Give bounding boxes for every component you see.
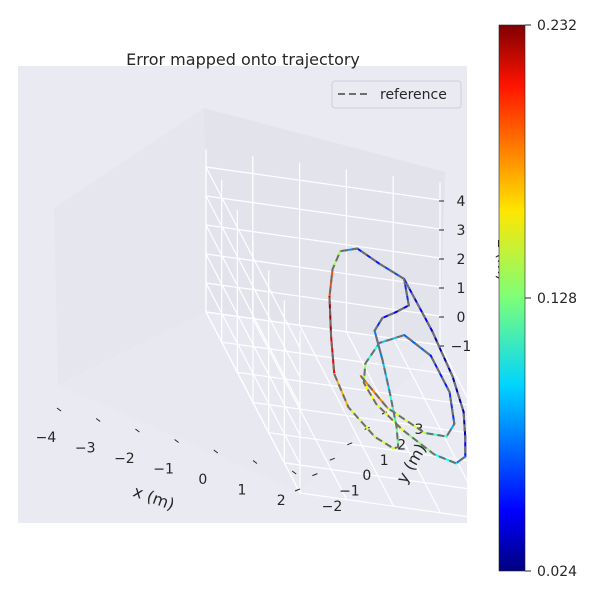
tick-mark (56, 407, 62, 412)
grid-line-y-floor (392, 338, 488, 520)
grid-line-z-back (205, 224, 301, 407)
z-tick-label: 1 (457, 281, 466, 297)
colorbar-tick-label: 0.232 (537, 18, 577, 34)
chart-title: Error mapped onto trajectory (126, 50, 360, 69)
grid-line-z-left (205, 195, 441, 230)
grid-line-x-floor (221, 341, 456, 376)
colorbar: 0.024 0.128 0.232 (498, 18, 577, 580)
y-tick-label: 1 (380, 453, 389, 469)
grid-line-z-back (205, 282, 301, 465)
colorbar-gradient (498, 24, 526, 572)
legend: reference (331, 80, 462, 109)
legend-label-reference: reference (380, 87, 447, 103)
colorbar-ticks: 0.024 0.128 0.232 (525, 18, 577, 580)
y-tick-label: −1 (339, 484, 360, 500)
grid-line-x-floor (237, 371, 472, 406)
grid-line-x-floor (299, 492, 535, 527)
z-tick-label: 2 (457, 252, 466, 268)
x-tick-label: −2 (114, 451, 135, 467)
tick-mark (347, 442, 353, 446)
x-tick-label: 2 (277, 493, 286, 509)
y-tick-label: −2 (322, 499, 343, 515)
grid-lines (205, 149, 535, 527)
pane-left (54, 108, 206, 385)
z-tick-label: 3 (457, 223, 466, 239)
tick-mark (291, 470, 297, 475)
x-tick-label: −1 (153, 462, 174, 478)
grid-line-y-floor (299, 324, 395, 507)
z-tick-label: 4 (457, 194, 466, 210)
tick-mark (213, 449, 219, 454)
z-tick-label: −1 (451, 339, 472, 355)
grid-line-x-floor (252, 401, 488, 437)
tick-mark (294, 488, 301, 492)
z-tick-label: 0 (457, 310, 466, 326)
grid-line-z-back (205, 311, 301, 494)
y-tick-label: 2 (397, 437, 406, 453)
trajectory-segment (381, 358, 392, 397)
grid-line-z-left (205, 253, 441, 288)
pane-back (204, 108, 445, 345)
grid-line-z-left (205, 224, 441, 259)
x-tick-label: −4 (36, 430, 57, 446)
tick-mark (252, 460, 258, 464)
trajectory-lines (328, 247, 467, 465)
x-tick-label: 1 (238, 483, 247, 499)
grid-line-z-left (205, 166, 441, 201)
grid-line-z-back (205, 253, 301, 436)
x-tick-label: 0 (198, 472, 207, 488)
x-tick-label: −3 (75, 441, 96, 457)
legend-box (331, 80, 462, 109)
grid-line-x-floor (268, 432, 503, 467)
pane-floor (58, 312, 440, 492)
tick-mark (312, 473, 318, 477)
grid-line-z-back (205, 195, 301, 378)
tick-mark (135, 428, 140, 433)
reference-trajectory (328, 247, 467, 465)
colorbar-tick-label: 0.128 (537, 291, 577, 307)
colorbar-tick-label: 0.024 (537, 564, 577, 580)
grid-line-y-floor (345, 331, 441, 514)
grid-line-z-back (205, 166, 301, 349)
tick-mark (329, 457, 335, 461)
y-tick-label: 0 (362, 468, 371, 484)
grid-line-z-left (205, 311, 441, 346)
grid-line-x-floor (284, 462, 519, 497)
tick-mark (174, 439, 179, 443)
tick-mark (95, 418, 101, 422)
